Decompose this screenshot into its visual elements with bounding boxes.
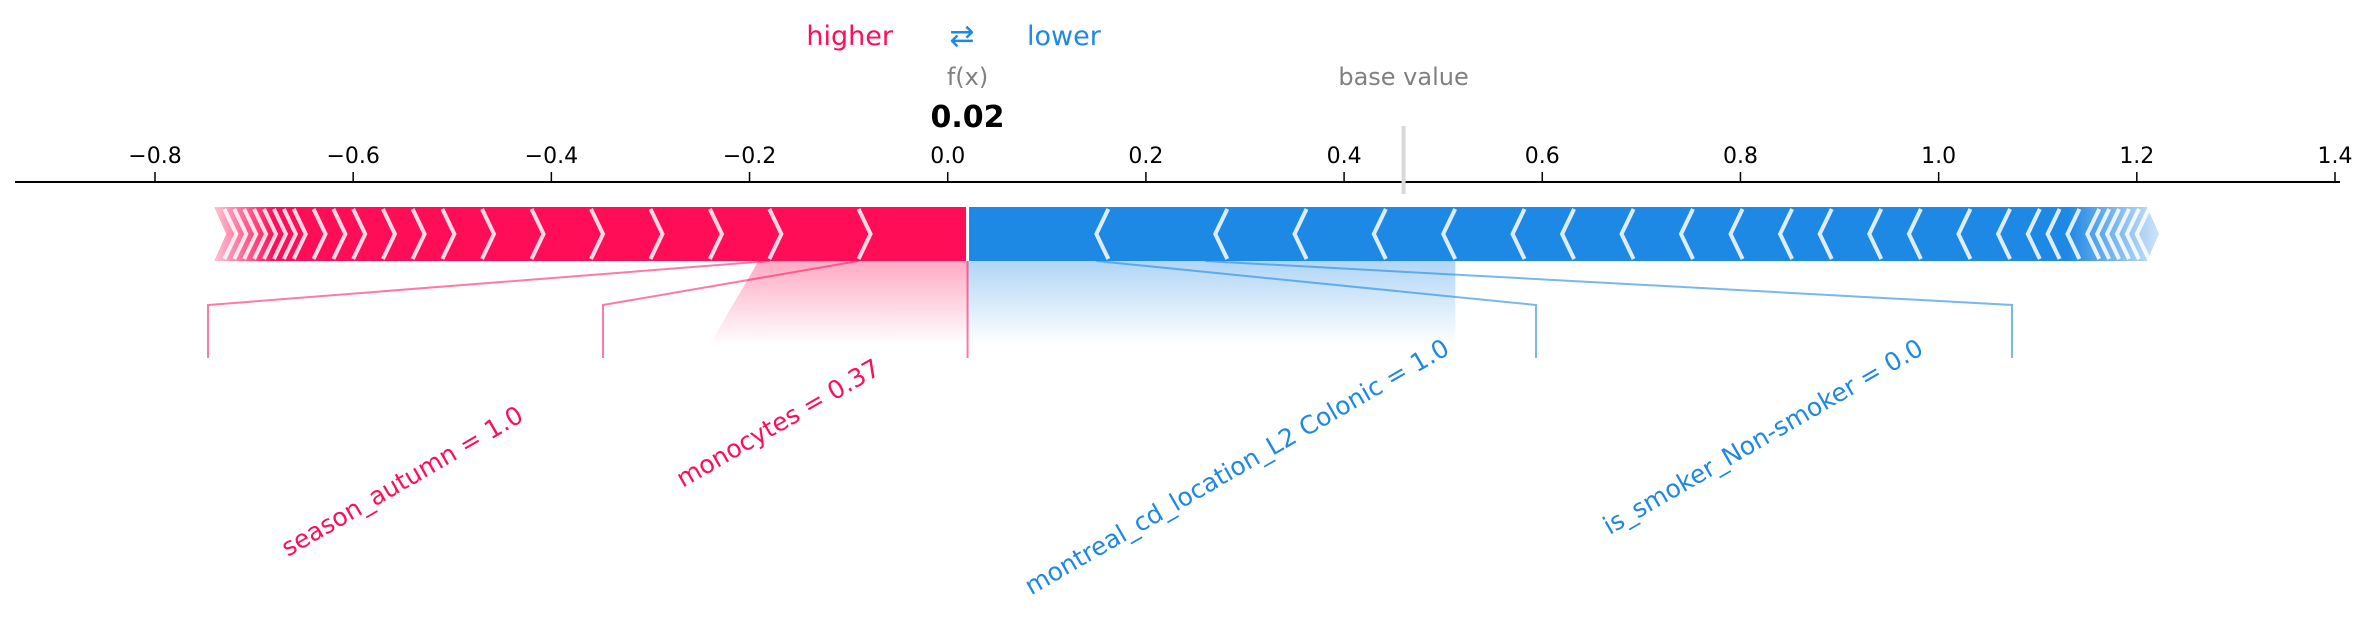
negative-fade [967,261,1456,345]
x-tick-label: 0.8 [1723,144,1758,169]
base-value-label: base value [1338,63,1468,91]
negative-separator [1213,208,1230,260]
negative-separator [2094,208,2111,260]
feature-connectors [207,260,2013,358]
x-tick-label: 0.2 [1128,144,1163,169]
positive-feature-connector [207,260,770,358]
negative-separator [1777,208,1794,260]
positive-separator [708,208,725,260]
positive-separator [589,208,606,260]
negative-feature-connector [1096,260,1537,358]
negative-feature-label: is_smoker_Non-smoker = 0.0 [1598,333,1928,540]
negative-feature-connector [1205,260,2013,358]
feature-fades [709,261,1456,345]
negative-separator [1371,208,1388,260]
x-tick-label: 1.2 [2119,144,2154,169]
x-tick-label: 1.4 [2318,144,2353,169]
positive-separator [272,208,289,260]
positive-separator [311,208,328,260]
negative-separator [1867,208,1884,260]
negative-separator [2025,208,2042,260]
negative-bar-tail [2067,207,2159,261]
negative-separator [1678,208,1695,260]
x-tick-label: −0.4 [525,144,578,169]
x-tick-label: 0.0 [930,144,965,169]
positive-separator [381,208,398,260]
negative-separator [1094,208,1111,260]
negative-separator [1510,208,1527,260]
output-value: 0.02 [931,100,1005,135]
positive-feature-label: season_autumn = 1.0 [276,400,528,562]
positive-separator [222,208,239,260]
x-tick-label: −0.2 [723,144,776,169]
positive-separator [856,208,873,260]
negative-separator [1440,208,1457,260]
negative-separator [2065,208,2082,260]
positive-separator [232,208,249,260]
positive-separator [282,208,299,260]
positive-feature-connector [602,260,859,358]
negative-separator [1559,208,1576,260]
negative-separator [1906,208,1923,260]
positive-bar [214,207,968,261]
negative-feature-label: montreal_cd_location_L2 Colonic = 1.0 [1020,333,1454,601]
negative-separator [1728,208,1745,260]
negative-separator [1292,208,1309,260]
negative-separator [1995,208,2012,260]
negative-separator [1956,208,1973,260]
legend-lower-label: lower [1027,21,1102,52]
output-label: f(x) [947,63,988,91]
positive-fade [709,261,968,345]
negative-separator [2085,208,2102,260]
legend-higher-label: higher [806,21,893,52]
positive-separator [767,208,784,260]
x-tick-label: −0.6 [326,144,379,169]
positive-separator [242,208,259,260]
positive-separator [252,208,269,260]
positive-separator [262,208,279,260]
x-tick-label: 0.4 [1327,144,1362,169]
feature-labels: monocytes = 0.37 season_autumn = 1.0 montr… [276,333,1928,601]
negative-separator [2045,208,2062,260]
x-axis-ticks: −0.8 −0.6 −0.4 −0.2 0.0 0.2 0.4 0.6 0.8 1.0 1.2 1.4 [128,144,2353,182]
positive-separator [410,208,427,260]
bar-separators [222,207,2151,261]
positive-separator [480,208,497,260]
positive-separator [648,208,665,260]
negative-separator [2114,208,2131,260]
positive-separator [331,208,348,260]
negative-separator [2134,208,2151,260]
x-tick-label: 1.0 [1921,144,1956,169]
negative-separator [1619,208,1636,260]
positive-separator [440,208,457,260]
positive-separator [291,208,308,260]
positive-separator [351,208,368,260]
legend-arrows-icon: ⇄ [949,19,974,54]
x-tick-label: −0.8 [128,144,181,169]
negative-separator [1817,208,1834,260]
negative-separator [2124,208,2141,260]
positive-feature-label: monocytes = 0.37 [671,353,885,493]
positive-separator [529,208,546,260]
negative-separator [2104,208,2121,260]
x-tick-label: 0.6 [1525,144,1560,169]
